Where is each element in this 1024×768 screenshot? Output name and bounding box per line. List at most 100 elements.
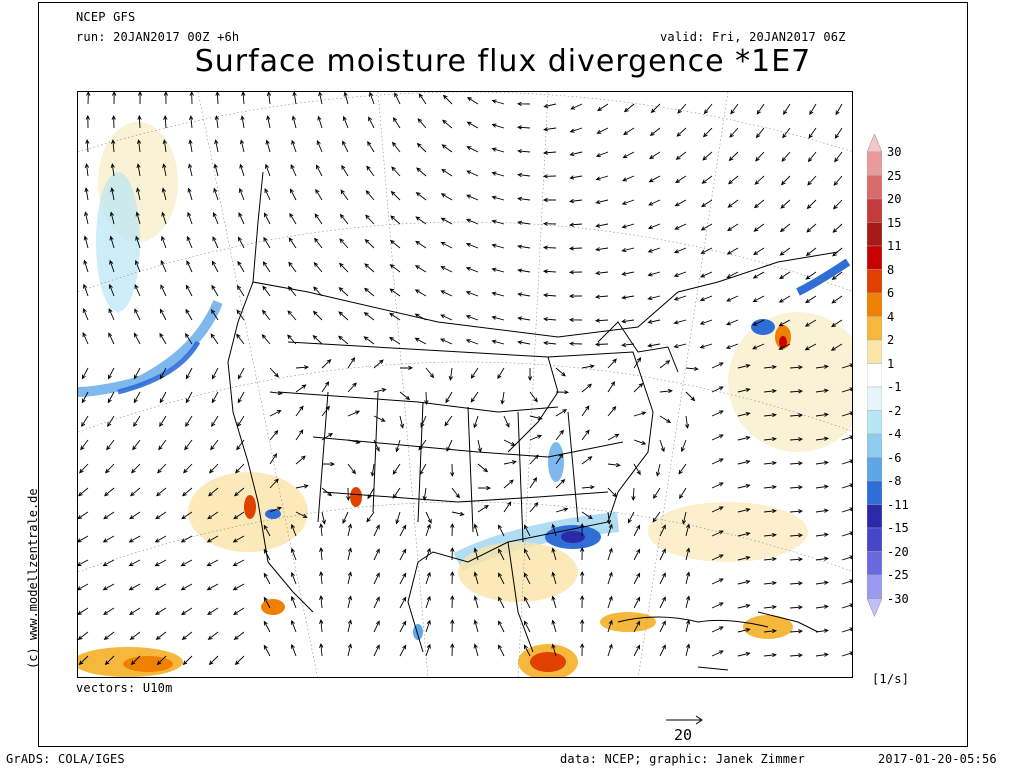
wind-vector: [161, 235, 167, 249]
wind-vector: [133, 367, 141, 380]
wind-vector: [182, 655, 193, 666]
wind-vector: [450, 594, 455, 609]
wind-vector: [392, 463, 401, 475]
wind-vector: [108, 308, 115, 321]
model-label: NCEP GFS: [76, 10, 136, 24]
colorbar-label: 1: [887, 356, 895, 371]
wind-vector: [763, 604, 777, 610]
wind-vector: [607, 643, 613, 657]
wind-vector: [621, 295, 635, 300]
wind-vector: [568, 222, 583, 227]
wind-vector: [570, 103, 583, 110]
wind-vector: [318, 92, 323, 105]
wind-vector: [789, 653, 804, 658]
wind-vector: [529, 391, 538, 403]
wind-vector: [440, 266, 453, 273]
wind-vector: [542, 174, 557, 179]
wind-vector: [555, 429, 564, 441]
wind-vector: [163, 114, 168, 129]
wind-vector: [763, 412, 777, 418]
weather-map[interactable]: [77, 91, 853, 678]
wind-vector: [211, 309, 219, 321]
wind-vector: [529, 434, 543, 441]
wind-vector: [425, 511, 432, 524]
wind-vector: [425, 523, 431, 537]
wind-vector: [451, 511, 465, 516]
wind-vector: [295, 365, 310, 370]
wind-vector: [78, 463, 89, 474]
wind-vector: [491, 291, 505, 297]
wind-vector: [517, 268, 531, 273]
wind-vector: [809, 103, 817, 116]
wind-vector: [80, 439, 89, 451]
wind-vector: [678, 463, 687, 475]
wind-vector: [763, 508, 777, 514]
wind-vector: [319, 570, 324, 585]
page-title: Surface moisture flux divergence *1E7: [194, 44, 812, 79]
wind-vector: [187, 163, 193, 177]
colorbar-swatch: [866, 316, 883, 341]
wind-vector: [290, 547, 297, 561]
wind-vector: [269, 391, 283, 396]
colorbar-label: -1: [887, 380, 902, 394]
wind-vector: [763, 460, 777, 466]
wind-vector: [805, 247, 817, 257]
wind-vector: [137, 114, 142, 129]
wind-vector: [659, 548, 666, 561]
wind-vector: [517, 244, 531, 249]
wind-vector: [187, 187, 193, 201]
wind-vector: [414, 313, 427, 321]
wind-vector: [109, 259, 115, 273]
wind-vector: [655, 463, 661, 477]
wind-vector: [527, 367, 533, 382]
wind-vector: [440, 314, 453, 321]
wind-vector: [804, 343, 817, 351]
wind-vector: [135, 211, 141, 225]
wind-vector: [415, 216, 427, 225]
wind-vector: [832, 199, 843, 210]
wind-vector: [711, 434, 724, 441]
wind-vector: [288, 237, 297, 249]
wind-vector: [103, 607, 115, 615]
wind-vector: [753, 247, 765, 256]
wind-vector: [491, 99, 505, 105]
colorbar-swatch: [866, 339, 883, 364]
wind-vector: [450, 522, 455, 537]
wind-vector: [263, 596, 271, 609]
wind-vector: [343, 92, 349, 105]
wind-vector: [102, 559, 115, 567]
wind-vector: [110, 163, 115, 177]
wind-vector: [648, 175, 661, 183]
wind-vector: [711, 482, 724, 489]
colorbar-label: -2: [887, 403, 902, 418]
wind-vector: [780, 199, 791, 209]
wind-vector: [103, 511, 115, 520]
colorbar-label: -30: [887, 591, 909, 606]
wind-vector: [234, 487, 245, 497]
divergence-field: [78, 122, 852, 677]
wind-vector: [212, 236, 219, 249]
wind-vector: [83, 283, 89, 297]
wind-vector: [841, 555, 852, 561]
wind-vector: [161, 187, 167, 201]
wind-vector: [833, 175, 843, 186]
wind-vector: [208, 487, 219, 497]
wind-vector: [347, 643, 353, 657]
wind-vector: [524, 620, 531, 633]
wind-vector: [440, 241, 453, 249]
wind-vector: [779, 247, 791, 256]
wind-vector: [263, 236, 271, 249]
reference-vector-arrow: [666, 715, 703, 725]
wind-vector: [473, 619, 479, 633]
wind-vector: [579, 618, 585, 633]
wind-vector: [841, 411, 852, 417]
wind-vector: [295, 484, 309, 489]
wind-vector: [835, 103, 843, 116]
wind-vector: [648, 199, 661, 206]
wind-vector: [568, 317, 583, 323]
wind-vector: [417, 118, 427, 129]
wind-vector: [517, 340, 531, 345]
wind-vector: [659, 620, 666, 633]
wind-vector: [137, 92, 143, 105]
wind-vector: [754, 175, 765, 185]
